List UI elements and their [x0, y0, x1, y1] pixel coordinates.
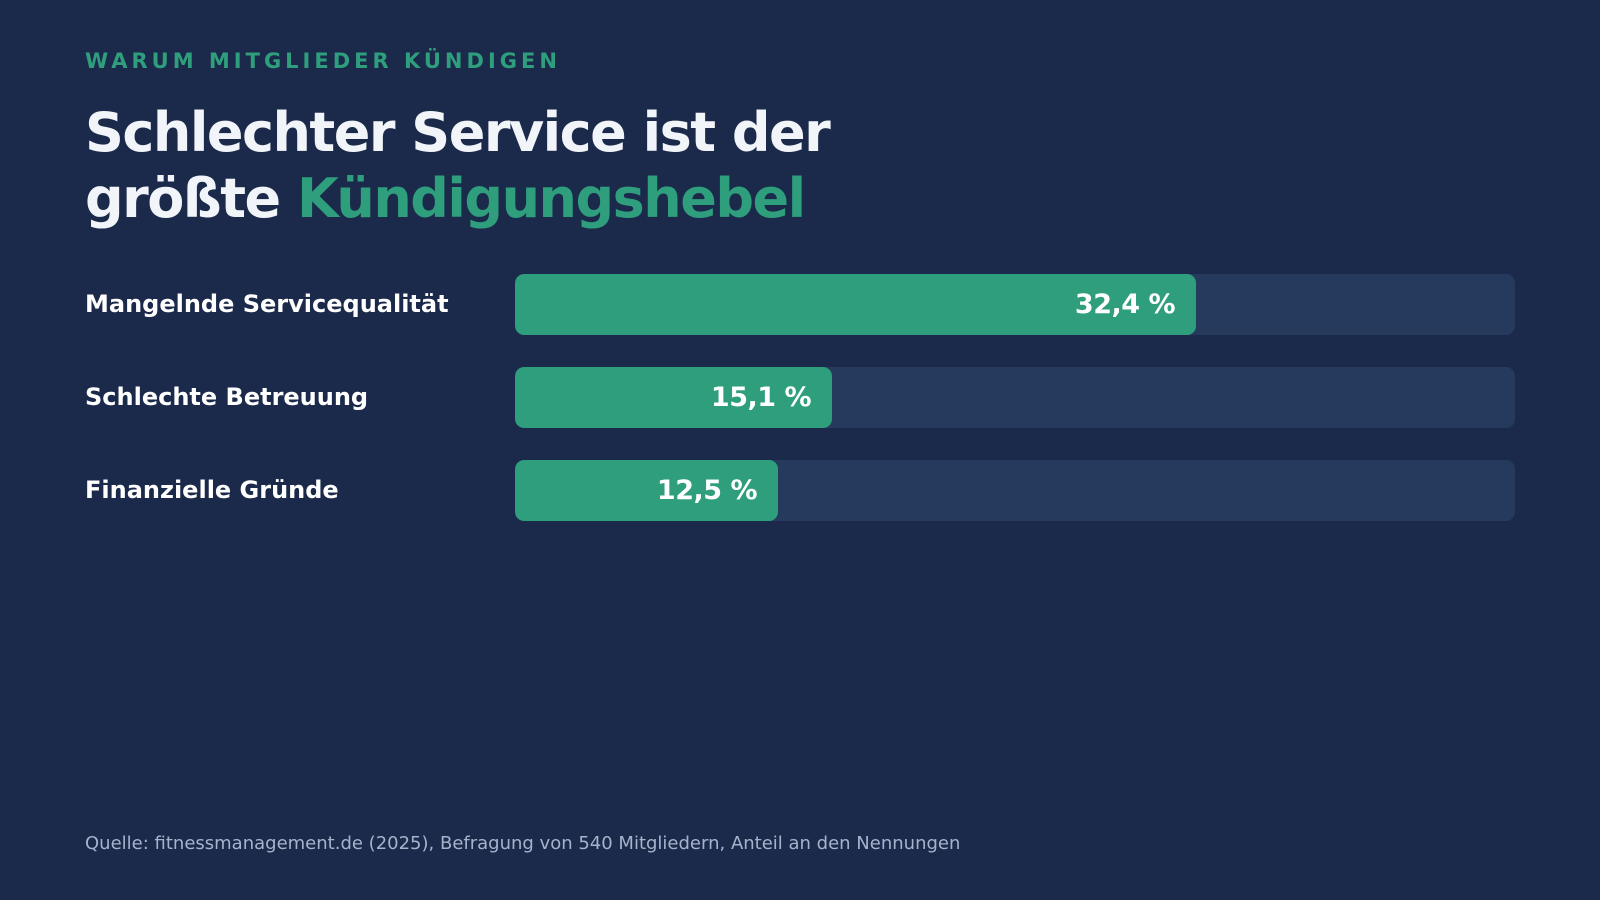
bar: 12,5 %	[515, 460, 778, 521]
bar-row: Schlechte Betreuung 15,1 %	[85, 367, 1515, 428]
title-line-1: Schlechter Service ist der	[85, 101, 831, 164]
bar: 32,4 %	[515, 274, 1196, 335]
bar-category-label: Mangelnde Servicequalität	[85, 290, 449, 318]
source-note: Quelle: fitnessmanagement.de (2025), Bef…	[85, 833, 961, 854]
title-line-2-accent: Kündigungshebel	[296, 167, 806, 230]
title-line-2-plain: größte	[85, 167, 281, 230]
bar-chart: Mangelnde Servicequalität 32,4 % Schlechte…	[85, 274, 1515, 534]
bar-value-label: 32,4 %	[1074, 289, 1176, 320]
bar-category-label: Schlechte Betreuung	[85, 383, 369, 411]
bar-row: Mangelnde Servicequalität 32,4 %	[85, 274, 1515, 335]
bar: 15,1 %	[515, 367, 832, 428]
bar-track: 12,5 %	[515, 460, 1515, 521]
bar-category-label: Finanzielle Gründe	[85, 476, 339, 504]
bar-value-label: 12,5 %	[656, 475, 758, 506]
bar-value-label: 15,1 %	[710, 382, 812, 413]
page-title: Schlechter Service ist der größte Kündig…	[85, 100, 831, 232]
bar-track: 32,4 %	[515, 274, 1515, 335]
bar-row: Finanzielle Gründe 12,5 %	[85, 460, 1515, 521]
eyebrow-label: WARUM MITGLIEDER KÜNDIGEN	[85, 49, 561, 73]
bar-track: 15,1 %	[515, 367, 1515, 428]
